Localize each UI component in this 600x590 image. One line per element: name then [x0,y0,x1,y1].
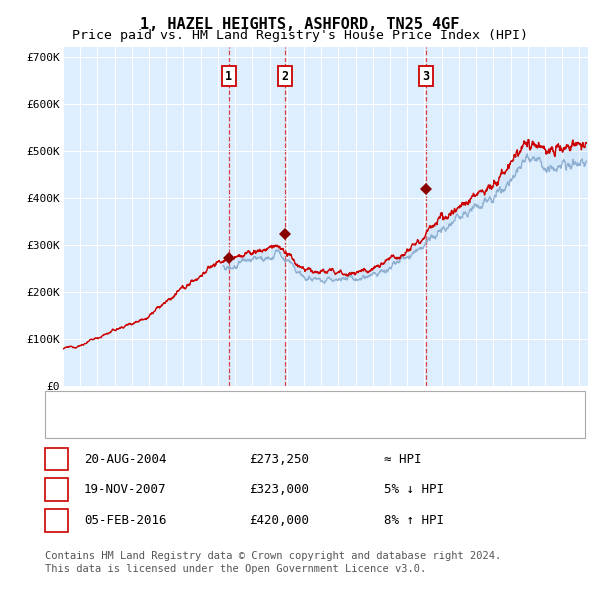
Text: 05-FEB-2016: 05-FEB-2016 [84,514,167,527]
Text: £323,000: £323,000 [249,483,309,496]
Text: £420,000: £420,000 [249,514,309,527]
Text: 3: 3 [53,514,60,527]
Text: Price paid vs. HM Land Registry's House Price Index (HPI): Price paid vs. HM Land Registry's House … [72,30,528,42]
Text: 19-NOV-2007: 19-NOV-2007 [84,483,167,496]
Text: 8% ↑ HPI: 8% ↑ HPI [384,514,444,527]
Text: 1, HAZEL HEIGHTS, ASHFORD, TN25 4GF (detached house): 1, HAZEL HEIGHTS, ASHFORD, TN25 4GF (det… [81,397,471,410]
Text: This data is licensed under the Open Government Licence v3.0.: This data is licensed under the Open Gov… [45,564,426,573]
Text: Contains HM Land Registry data © Crown copyright and database right 2024.: Contains HM Land Registry data © Crown c… [45,551,501,560]
Text: 2: 2 [53,483,60,496]
Text: 1, HAZEL HEIGHTS, ASHFORD, TN25 4GF: 1, HAZEL HEIGHTS, ASHFORD, TN25 4GF [140,17,460,31]
Text: 20-AUG-2004: 20-AUG-2004 [84,453,167,466]
Text: 1: 1 [53,453,60,466]
Text: ≈ HPI: ≈ HPI [384,453,421,466]
Text: 5% ↓ HPI: 5% ↓ HPI [384,483,444,496]
Text: —: — [57,395,68,413]
Text: 2: 2 [281,70,289,83]
Text: £273,250: £273,250 [249,453,309,466]
Text: —: — [57,417,68,435]
Text: 3: 3 [422,70,430,83]
Text: 1: 1 [226,70,232,83]
Text: HPI: Average price, detached house, Ashford: HPI: Average price, detached house, Ashf… [81,419,404,432]
